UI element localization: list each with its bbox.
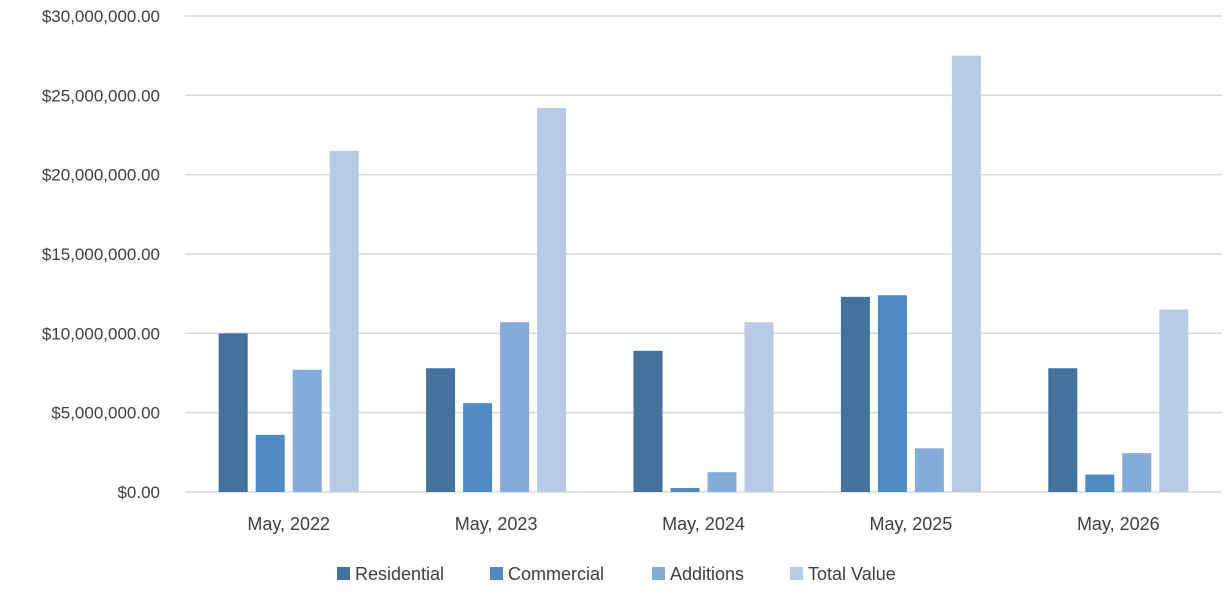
bar-commercial <box>1085 474 1115 492</box>
y-tick-label: $10,000,000.00 <box>42 324 160 343</box>
legend-swatch <box>490 567 503 580</box>
legend: Residential Commercial Additions Total Valu… <box>337 564 896 584</box>
y-axis-tick-labels: $0.00 $5,000,000.00 $10,000,000.00 $15,000,… <box>42 7 160 502</box>
bar-residential <box>218 333 248 492</box>
bar-total-value <box>1159 309 1189 492</box>
bar-additions <box>707 472 737 492</box>
bar-commercial <box>255 434 285 492</box>
bar-residential <box>426 368 456 492</box>
x-axis-category-labels: May, 2022 May, 2023 May, 2024 May, 2025 May,… <box>247 514 1159 534</box>
bar-additions <box>500 322 530 492</box>
bar-total-value <box>537 108 567 492</box>
y-tick-label: $25,000,000.00 <box>42 86 160 105</box>
x-category-label: May, 2026 <box>1077 514 1160 534</box>
bar-residential <box>1048 368 1078 492</box>
legend-label: Additions <box>670 564 744 584</box>
bar-total-value <box>744 322 774 492</box>
x-category-label: May, 2025 <box>870 514 953 534</box>
bar-residential <box>633 350 663 492</box>
y-tick-label: $15,000,000.00 <box>42 245 160 264</box>
legend-label: Commercial <box>508 564 604 584</box>
bar-total-value <box>951 55 981 493</box>
legend-label: Total Value <box>808 564 896 584</box>
bar-commercial <box>877 295 907 492</box>
bar-commercial <box>463 403 493 492</box>
legend-swatch <box>337 567 350 580</box>
bar-additions <box>914 448 944 492</box>
bars <box>218 55 1189 493</box>
y-tick-label: $30,000,000.00 <box>42 7 160 26</box>
bar-additions <box>1122 453 1152 492</box>
y-tick-label: $0.00 <box>117 483 160 502</box>
bar-additions <box>292 369 322 492</box>
legend-swatch <box>790 567 803 580</box>
bar-total-value <box>329 150 359 492</box>
y-tick-label: $20,000,000.00 <box>42 166 160 185</box>
x-category-label: May, 2023 <box>455 514 538 534</box>
x-category-label: May, 2024 <box>662 514 745 534</box>
x-category-label: May, 2022 <box>247 514 330 534</box>
y-tick-label: $5,000,000.00 <box>51 404 160 423</box>
bar-commercial <box>670 488 700 492</box>
legend-label: Residential <box>355 564 444 584</box>
legend-swatch <box>652 567 665 580</box>
bar-residential <box>840 296 870 492</box>
